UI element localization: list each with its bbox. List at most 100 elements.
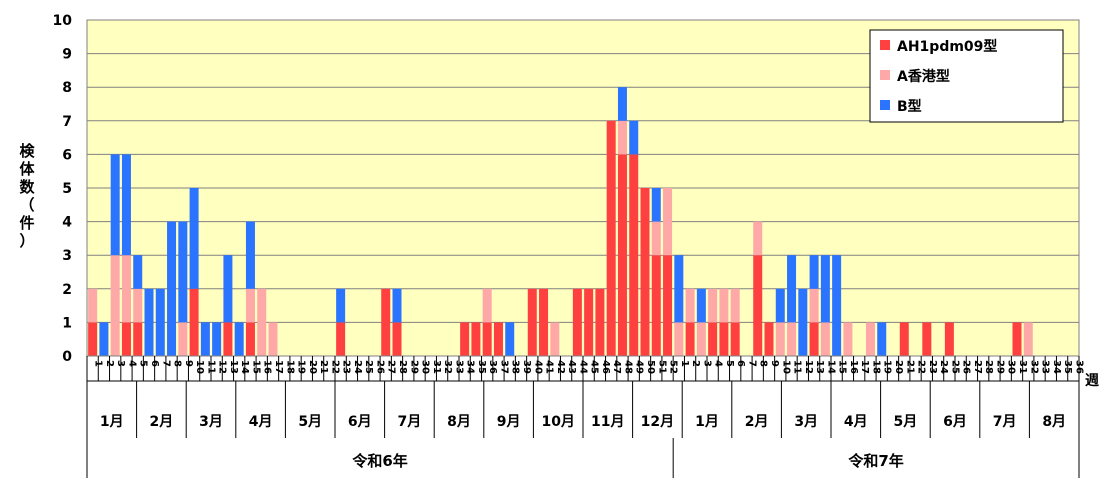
x-tick-label: 36 [487,360,498,374]
era-label: 令和6年 [352,452,407,470]
bar-a-hongkong [268,322,278,356]
x-tick-label: 14 [825,360,836,374]
y-tick-label: 2 [62,282,72,298]
bar-ah1pdm09 [392,322,402,356]
month-label: 2月 [745,414,769,430]
bar-a-hongkong [775,322,785,356]
bar-ah1pdm09 [121,322,131,356]
legend: AH1pdm09型 A香港型 B型 [869,29,1064,123]
bar-b-type [696,288,706,323]
bar-ah1pdm09 [572,288,582,356]
x-tick-label: 44 [577,360,588,374]
month-label: 1月 [100,414,124,430]
bar-b-type [629,120,639,155]
x-tick-label: 48 [622,360,633,374]
x-tick-label: 12 [217,360,228,374]
month-label: 5月 [894,414,918,430]
x-tick-label: 22 [329,360,340,374]
bar-ah1pdm09 [809,322,819,356]
bar-b-type [167,221,177,356]
x-tick-label: 25 [363,360,374,374]
x-tick-label: 30 [1006,360,1017,374]
x-tick-label: 8 [758,360,769,367]
x-tick-label: 39 [521,360,532,374]
bar-b-type [877,322,887,356]
x-tick-label: 24 [352,360,363,374]
y-tick-label: 8 [62,80,72,96]
y-tick-label: 10 [53,13,73,29]
bar-a-hongkong [787,322,797,356]
legend-swatch-b [880,100,890,110]
y-tick-label: 1 [62,315,72,331]
bar-a-hongkong [820,322,830,356]
bar-a-hongkong [550,322,560,356]
bar-ah1pdm09 [595,288,605,356]
x-tick-label: 33 [453,360,464,374]
x-tick-label: 3 [115,360,126,367]
bar-a-hongkong [843,322,853,356]
bar-a-hongkong [753,221,763,256]
bar-a-hongkong [257,288,267,356]
bar-ah1pdm09 [944,322,954,356]
bar-ah1pdm09 [223,322,233,356]
x-tick-label: 13 [814,360,825,374]
bar-ah1pdm09 [753,255,763,356]
bar-b-type [787,255,797,323]
x-tick-label: 30 [420,360,431,374]
x-tick-label: 25 [949,360,960,374]
bar-b-type [223,255,233,323]
x-tick-label: 51 [656,360,667,374]
x-tick-label: 37 [498,360,509,374]
month-label: 6月 [348,414,372,430]
x-tick-label: 49 [634,360,645,374]
y-tick-label: 7 [62,114,72,130]
month-label: 8月 [447,414,471,430]
y-axis-label: 検体数（件） [19,142,35,250]
bar-a-hongkong [809,288,819,323]
x-tick-label: 13 [228,360,239,374]
month-label: 8月 [1042,414,1066,430]
month-label: 12月 [641,414,674,430]
x-tick-label: 11 [205,360,216,374]
x-tick-label: 14 [239,360,250,374]
bar-a-hongkong [617,120,627,155]
bar-b-type [234,322,244,356]
x-tick-label: 38 [510,360,521,374]
bar-a-hongkong [178,322,188,356]
bar-a-hongkong [696,322,706,356]
month-label: 2月 [150,414,174,430]
x-tick-label: 24 [938,360,949,374]
bar-a-hongkong [708,288,718,323]
bar-ah1pdm09 [922,322,932,356]
month-label: 11月 [591,414,624,430]
legend-box [869,29,1064,123]
month-label: 9月 [497,414,521,430]
bar-ah1pdm09 [730,322,740,356]
x-tick-label: 35 [1062,360,1073,374]
x-tick-label: 7 [746,360,757,367]
bar-a-hongkong [674,322,684,356]
x-tick-label: 47 [611,360,622,374]
x-tick-label: 50 [645,360,656,374]
bar-ah1pdm09 [133,322,143,356]
x-tick-label: 6 [149,360,160,367]
x-tick-label: 33 [1040,360,1051,374]
x-tick-label: 45 [589,360,600,374]
x-tick-label: 28 [397,360,408,374]
bar-a-hongkong [865,322,875,356]
x-tick-label: 9 [769,360,780,367]
month-label: 5月 [298,414,322,430]
month-label: 4月 [844,414,868,430]
x-tick-label: 43 [566,360,577,374]
x-tick-label: 34 [1051,360,1062,374]
x-tick-label: 35 [476,360,487,374]
x-tick-label: 23 [927,360,938,374]
bar-a-hongkong [121,255,131,323]
bar-ah1pdm09 [88,322,98,356]
bar-ah1pdm09 [640,188,650,356]
x-tick-label: 9 [183,360,194,367]
x-tick-label: 8 [172,360,183,367]
bar-b-type [505,322,515,356]
x-tick-label: 19 [882,360,893,374]
